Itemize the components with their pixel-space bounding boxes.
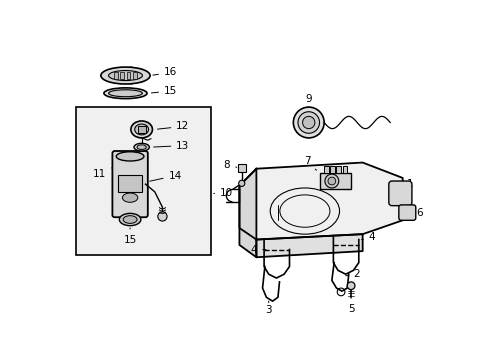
Circle shape (327, 177, 335, 185)
Text: 2: 2 (345, 269, 359, 279)
Ellipse shape (104, 88, 147, 99)
Bar (76, 107, 210, 255)
Circle shape (293, 107, 324, 138)
Text: 12: 12 (157, 121, 189, 131)
Circle shape (297, 112, 319, 133)
FancyBboxPatch shape (112, 151, 147, 217)
Ellipse shape (131, 121, 152, 138)
Circle shape (302, 116, 314, 129)
Text: 5: 5 (347, 297, 354, 314)
Ellipse shape (122, 193, 138, 202)
Ellipse shape (108, 71, 142, 81)
Text: 8: 8 (223, 160, 236, 170)
Bar (114, 72, 118, 78)
Circle shape (238, 180, 244, 186)
Text: 15: 15 (123, 228, 137, 244)
Bar (238, 164, 245, 172)
Ellipse shape (116, 152, 143, 161)
Text: 11: 11 (93, 168, 112, 179)
Text: 14: 14 (149, 171, 182, 181)
Text: 7: 7 (303, 156, 316, 170)
Text: 3: 3 (265, 301, 271, 315)
Bar (324, 166, 328, 172)
Polygon shape (256, 234, 362, 257)
Bar (133, 72, 136, 78)
Ellipse shape (123, 216, 137, 223)
Bar (342, 166, 346, 172)
Text: 9: 9 (305, 94, 311, 107)
Bar (126, 72, 130, 78)
Circle shape (346, 282, 354, 289)
Bar (336, 166, 341, 172)
Text: 10: 10 (213, 188, 233, 198)
Ellipse shape (108, 90, 142, 97)
Polygon shape (239, 169, 256, 257)
Text: 4: 4 (361, 232, 375, 242)
Polygon shape (239, 163, 402, 239)
Bar (120, 72, 124, 78)
Text: 13: 13 (153, 141, 189, 150)
Bar (329, 166, 334, 172)
Ellipse shape (101, 67, 150, 84)
Text: 16: 16 (153, 67, 177, 77)
Text: 1: 1 (397, 179, 413, 189)
Circle shape (158, 212, 167, 221)
Bar (320, 172, 350, 189)
Bar (118, 175, 142, 192)
FancyBboxPatch shape (388, 181, 411, 206)
FancyBboxPatch shape (398, 205, 415, 220)
Text: 6: 6 (409, 208, 422, 217)
Bar (138, 126, 145, 132)
Ellipse shape (135, 124, 148, 135)
Ellipse shape (119, 213, 141, 226)
Circle shape (324, 174, 338, 188)
Ellipse shape (137, 145, 146, 149)
Text: 4: 4 (250, 244, 265, 255)
Ellipse shape (134, 143, 149, 151)
Text: 15: 15 (151, 86, 177, 96)
